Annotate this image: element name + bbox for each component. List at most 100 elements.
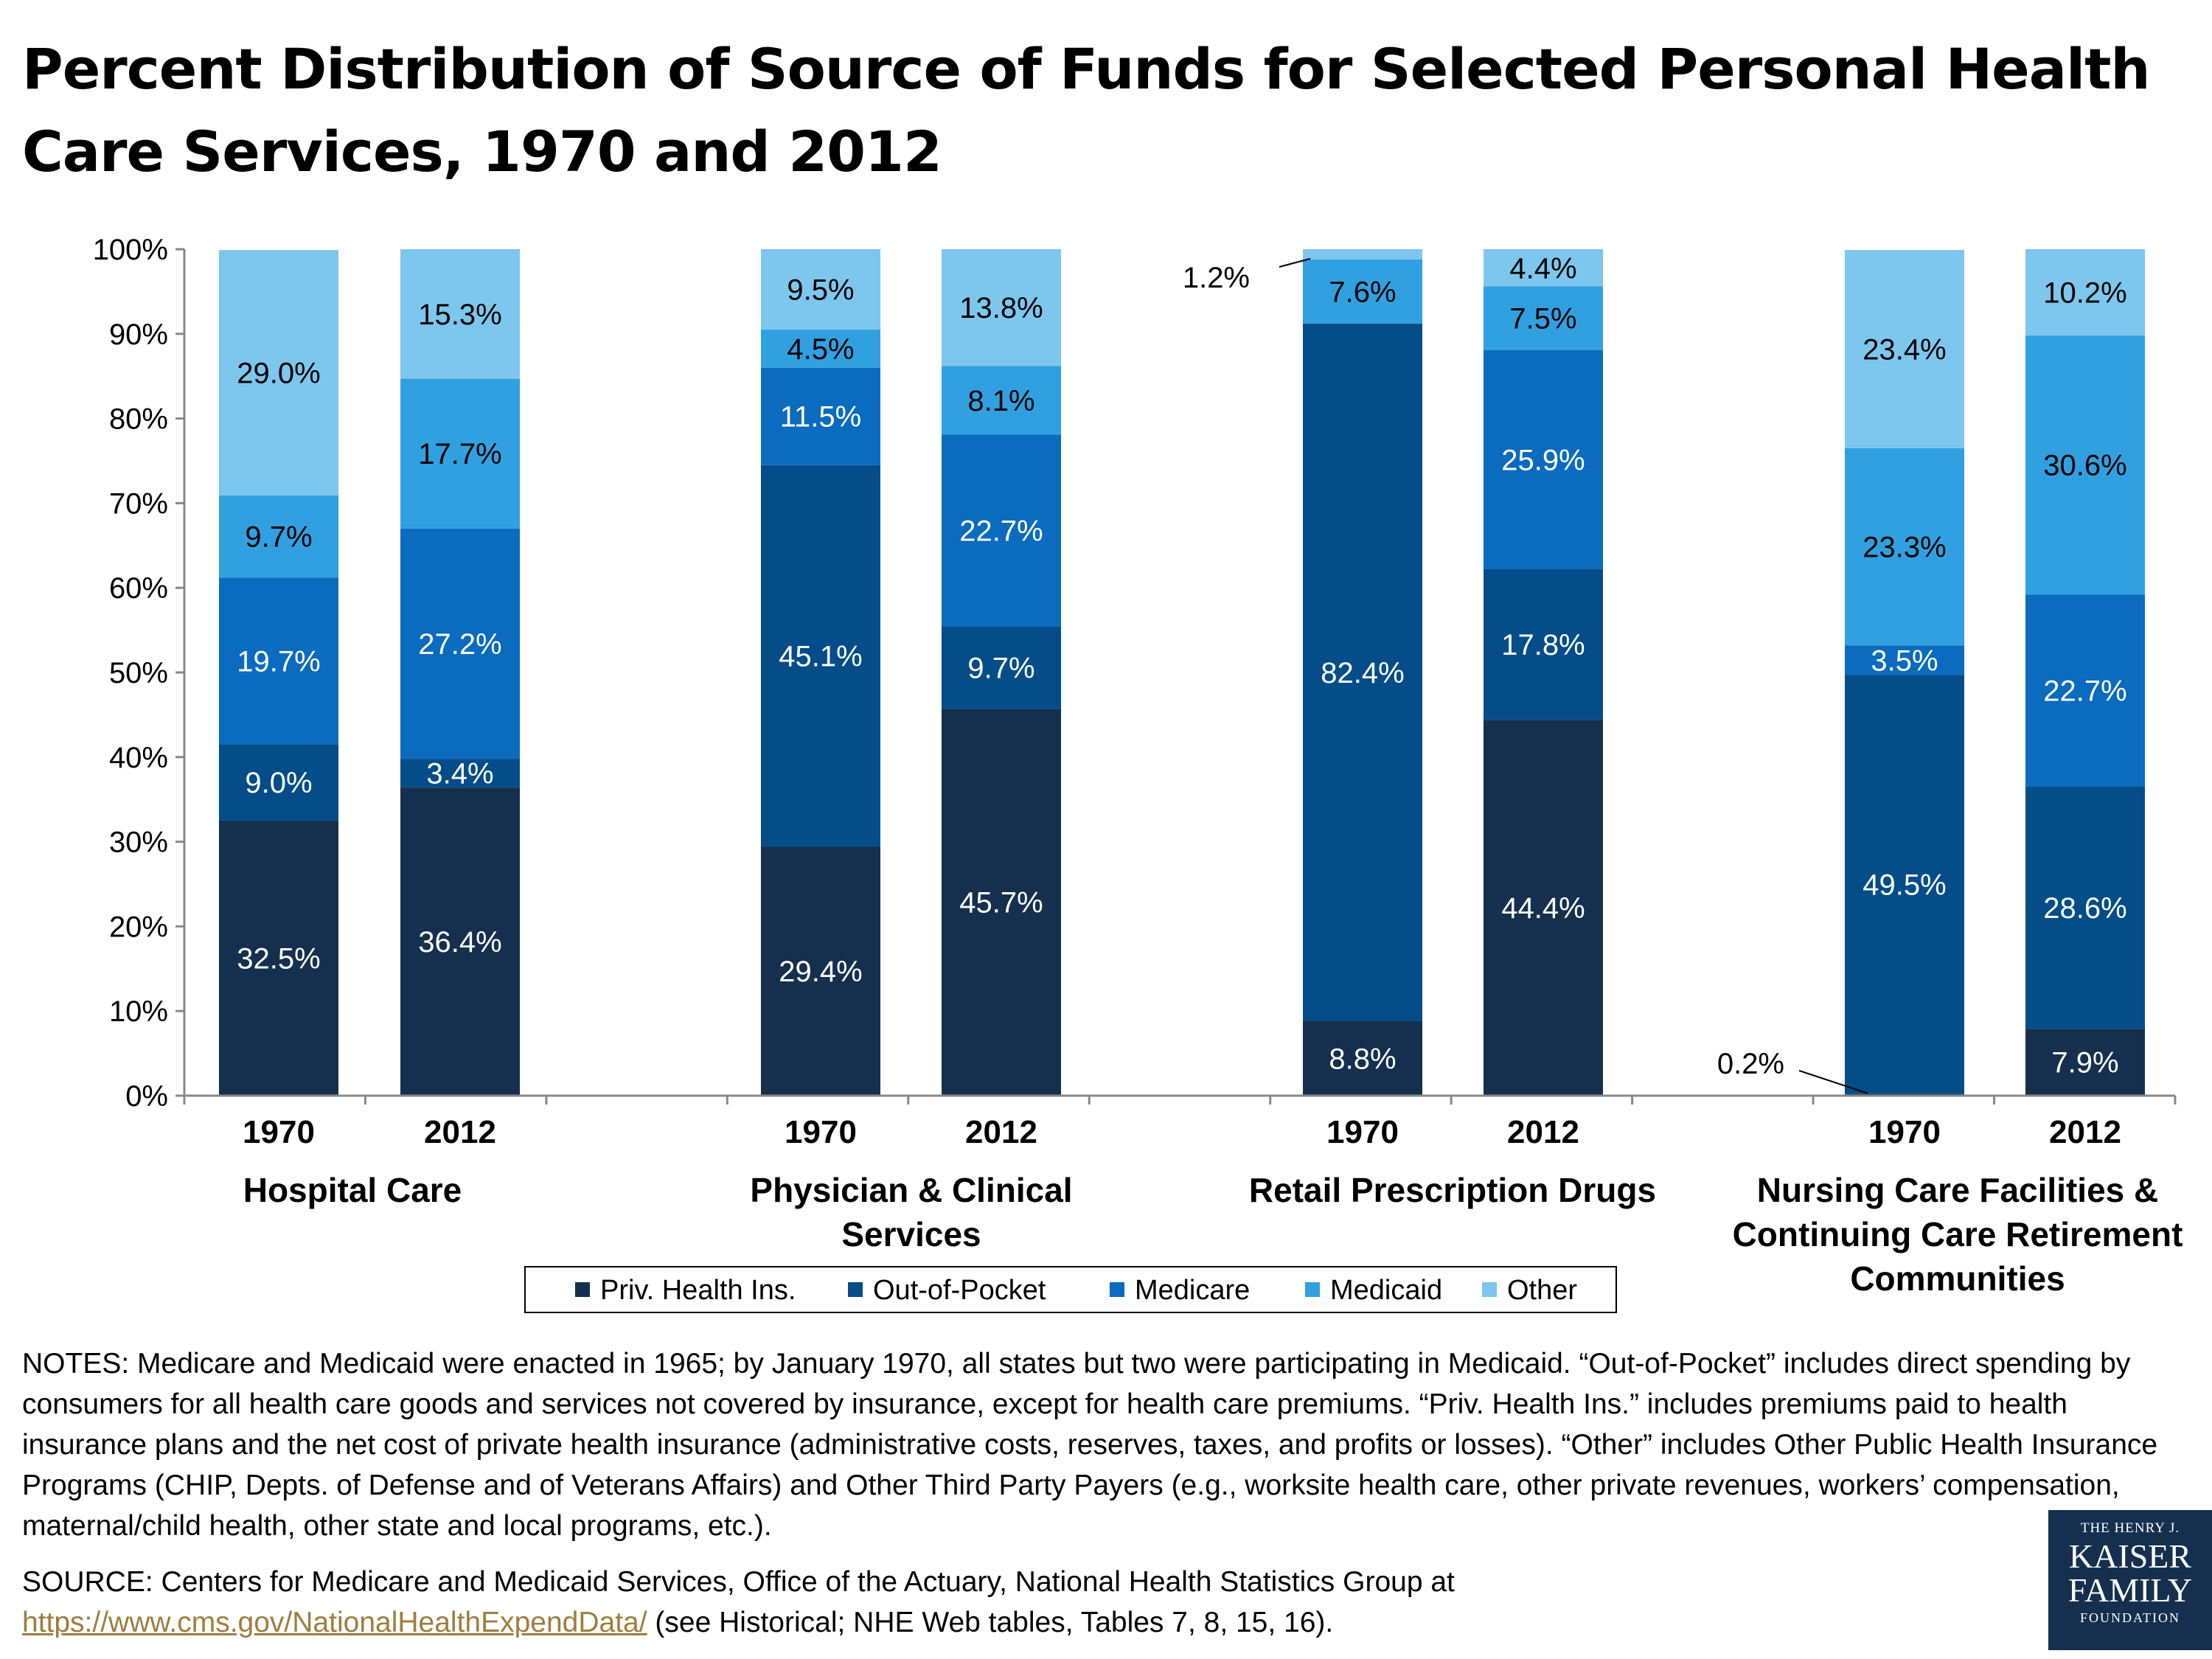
y-tick-label: 70% [109,487,168,520]
data-label: 9.7% [245,521,312,554]
data-label: 22.7% [2043,675,2126,708]
bar-segment-out-of-pocket [942,627,1061,709]
callout-leader-line [1279,257,1311,268]
bar-segment-out-of-pocket [1303,324,1422,1021]
data-label: 11.5% [780,401,861,434]
x-tick-label: 1970 [1326,1114,1399,1150]
data-label: 9.5% [787,274,854,307]
bar-segment-medicaid [761,330,880,368]
y-tick-label: 20% [109,911,168,943]
source-suffix: (see Historical; NHE Web tables, Tables … [647,1607,1334,1638]
bar-segment-medicaid [400,378,520,529]
bar-segment-out-of-pocket [1845,675,1964,1094]
y-tick-label: 40% [109,742,168,774]
y-tick-label: 80% [109,403,168,436]
legend-swatch [1482,1282,1497,1297]
legend-swatch [1110,1282,1124,1297]
data-label: 7.9% [2051,1047,2118,1079]
bar-segment-out-of-pocket [1484,568,1603,720]
bar-segment-medicare [2025,594,2145,787]
data-label: 36.4% [418,926,501,959]
bar-segment-other [942,249,1061,366]
data-label: 10.2% [2043,277,2126,310]
category-label: Nursing Care Facilities & [1757,1171,2159,1209]
bar-segment-medicare [761,367,880,465]
stacked-bar-chart: 32.5% 9.0% 19.7% 9.7% 29.0% 36.4% 3.4% 27.2% 17.… [93,234,2183,1313]
y-tick-label: 10% [109,995,168,1028]
callout-leader-line [1798,1070,1868,1094]
data-label: 7.5% [1509,303,1576,335]
legend-label: Medicare [1135,1275,1250,1306]
logo-line-3: FAMILY [2067,1571,2193,1609]
data-label: 23.4% [1863,333,1946,366]
bar-segment-other [400,249,520,379]
legend-swatch [575,1282,590,1297]
data-label: 45.7% [959,887,1043,919]
category-label: Retail Prescription Drugs [1249,1171,1656,1209]
data-label: 15.3% [418,299,501,331]
bar-segment-medicare [1845,645,1964,675]
x-tick-label: 1970 [243,1114,315,1150]
bar-segment-priv-health-ins [1484,720,1603,1096]
y-tick-label: 60% [109,572,168,605]
data-label: 19.7% [237,646,320,678]
bar-segment-medicare [219,577,338,745]
data-label: 82.4% [1321,657,1404,689]
x-tick-label: 2012 [424,1114,496,1150]
bar-segment-medicare [942,434,1061,627]
category-label: Physician & Clinical [750,1171,1072,1209]
source-link[interactable]: https://www.cms.gov/NationalHealthExpend… [22,1607,647,1638]
category-label: Continuing Care Retirement [1733,1215,2183,1253]
legend-box [524,1266,1617,1313]
y-tick-label: 30% [109,827,168,859]
legend-swatch [1305,1282,1320,1297]
kaiser-family-foundation-logo: THE HENRY J. KAISER FAMILY FOUNDATION [2048,1510,2212,1650]
bar-segment-other [761,249,880,330]
data-label: 45.1% [779,641,862,673]
data-label: 3.5% [1871,644,1938,677]
data-label: 9.7% [967,653,1034,685]
bar-segment-medicaid [942,366,1061,435]
x-tick-label: 1970 [1868,1114,1941,1150]
bar-segment-priv-health-ins [942,709,1061,1096]
data-label: 30.6% [2043,450,2126,482]
bar-segment-out-of-pocket [219,744,338,821]
bar-segment-medicaid [1303,259,1422,324]
category-label: Communities [1850,1259,2065,1298]
category-label: Hospital Care [243,1171,462,1209]
bar-segment-out-of-pocket [761,465,880,847]
bar-segment-priv-health-ins [761,846,880,1096]
logo-line-2: KAISER [2068,1537,2192,1575]
data-label: 49.5% [1863,869,1946,902]
data-label: 0.2% [1717,1048,1784,1080]
y-tick-label: 50% [109,657,168,689]
bar-segment-other [1303,249,1422,260]
bar-segment-other [219,250,338,496]
data-label: 4.4% [1509,252,1576,285]
bar-segment-priv-health-ins [219,820,338,1096]
bar-segment-other [1845,250,1964,448]
data-label: 28.6% [2043,892,2126,925]
bar-segment-other [1484,249,1603,287]
y-tick-label: 90% [109,319,168,351]
legend-label: Medicaid [1330,1275,1442,1306]
bar-segment-out-of-pocket [400,759,520,788]
data-label: 13.8% [959,292,1043,324]
data-label: 25.9% [1501,444,1585,476]
x-tick-label: 2012 [2049,1114,2121,1150]
legend-label: Out-of-Pocket [873,1275,1046,1306]
bar-segment-medicare [1484,349,1603,569]
x-tick-label: 2012 [965,1114,1037,1150]
category-label: Services [841,1215,981,1253]
data-label: 3.4% [426,758,493,790]
data-label: 32.5% [237,942,320,975]
bar-segment-medicaid [2025,335,2145,595]
data-label: 7.6% [1329,276,1396,308]
bar-segment-medicaid [1845,448,1964,646]
legend-label: Other [1507,1275,1577,1306]
data-label: 8.8% [1329,1043,1396,1075]
y-tick-label: 0% [125,1080,168,1113]
data-label: 29.4% [779,956,862,988]
source-text: SOURCE: Centers for Medicare and Medicai… [22,1566,1455,1598]
bar-segment-medicare [400,528,520,759]
